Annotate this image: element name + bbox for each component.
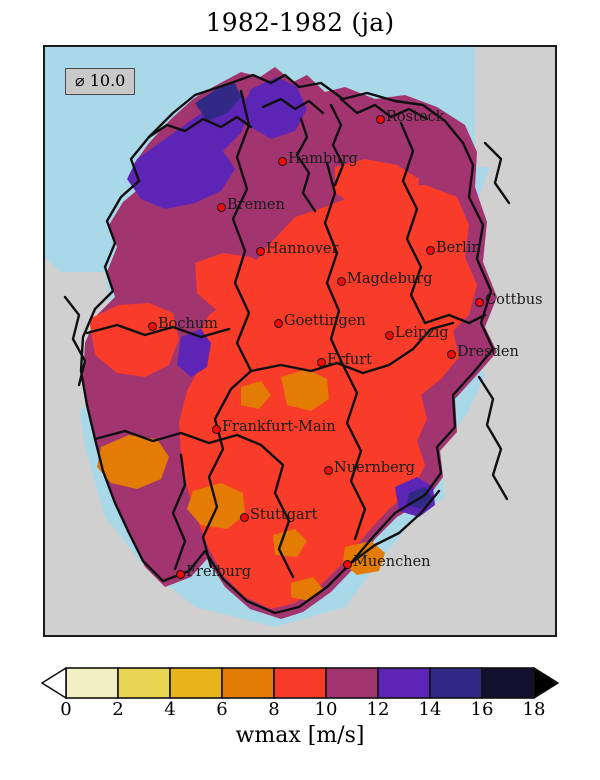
city-dot-icon [475, 298, 484, 307]
country-borders [63, 73, 511, 615]
colorbar-axis-label: wmax [m/s] [235, 723, 365, 748]
colorbar-band-5 [325, 667, 379, 699]
colorbar-tick-14: 14 [418, 699, 442, 720]
colorbar-tick-8: 8 [268, 699, 280, 720]
colorbar-tick-0: 0 [60, 699, 72, 720]
city-dot-icon [148, 322, 157, 331]
city-dot-icon [447, 350, 456, 359]
city-label: Goettingen [284, 313, 366, 329]
colorbar-under-arrow [41, 667, 67, 699]
city-label: Erfurt [327, 352, 372, 368]
city-label: Berlin [436, 240, 481, 256]
city-label: Bochum [158, 316, 218, 332]
city-dot-icon [256, 247, 265, 256]
contour-band-6-8 [97, 369, 385, 601]
city-label: Hannover [266, 241, 339, 257]
city-dot-icon [176, 570, 185, 579]
colorbar-band-3 [221, 667, 275, 699]
city-dot-icon [343, 560, 352, 569]
colorbar-panel: 0 2 4 6 8 10 12 14 16 18 wmax [m/s] [0, 655, 600, 780]
city-dot-icon [217, 203, 226, 212]
colorbar-tick-12: 12 [366, 699, 390, 720]
colorbar-over-arrow [533, 667, 559, 699]
city-dot-icon [376, 115, 385, 124]
city-dot-icon [212, 425, 221, 434]
colorbar-band-0 [65, 667, 119, 699]
city-label: Magdeburg [347, 271, 433, 287]
colorbar-tick-10: 10 [314, 699, 338, 720]
colorbar-band-2 [169, 667, 223, 699]
colorbar-band-1 [117, 667, 171, 699]
city-label: Freiburg [186, 564, 252, 580]
city-label: Leipzig [395, 325, 449, 341]
city-dot-icon [240, 513, 249, 522]
city-label: Frankfurt-Main [222, 419, 336, 435]
city-label: Cottbus [485, 292, 543, 308]
domain-mean-annotation: ⌀ 10.0 [65, 68, 136, 96]
map-panel[interactable]: ⌀ 10.0 Rostock Hamburg Bremen Hannover Berli… [43, 45, 557, 637]
city-label: Muenchen [353, 554, 431, 570]
city-label: Dresden [457, 344, 519, 360]
city-label: Rostock [386, 109, 445, 125]
city-dot-icon [385, 331, 394, 340]
colorbar-band-6 [377, 667, 431, 699]
city-dot-icon [278, 157, 287, 166]
city-label: Bremen [227, 197, 285, 213]
city-dot-icon [426, 246, 435, 255]
colorbar-swatches [41, 667, 559, 699]
colorbar-band-4 [273, 667, 327, 699]
city-dot-icon [274, 319, 283, 328]
colorbar-band-8 [481, 667, 535, 699]
colorbar-tick-6: 6 [216, 699, 228, 720]
city-label: Stuttgart [250, 507, 318, 523]
city-dot-icon [337, 277, 346, 286]
city-dot-icon [317, 358, 326, 367]
colorbar-tick-18: 18 [522, 699, 546, 720]
city-label: Hamburg [288, 151, 358, 167]
colorbar-tick-16: 16 [470, 699, 494, 720]
page-title: 1982-1982 (ja) [205, 8, 395, 37]
map-contour-plot [45, 47, 555, 635]
colorbar-tick-4: 4 [164, 699, 176, 720]
city-label: Nuernberg [334, 460, 415, 476]
colorbar-tick-2: 2 [112, 699, 124, 720]
colorbar-band-7 [429, 667, 483, 699]
city-dot-icon [324, 466, 333, 475]
